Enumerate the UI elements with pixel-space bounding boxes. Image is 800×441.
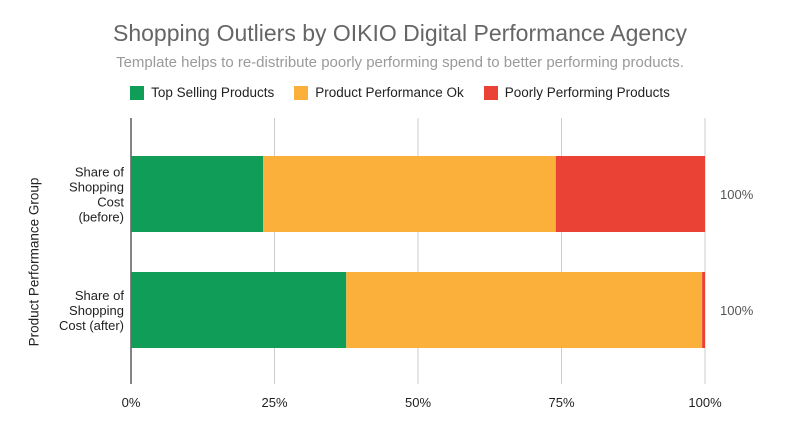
chart-title: Shopping Outliers by OIKIO Digital Perfo…: [112, 20, 687, 46]
category-label: (before): [78, 210, 124, 225]
total-label: 100%: [720, 187, 754, 202]
chart-subtitle: Template helps to re-distribute poorly p…: [116, 54, 684, 71]
legend-swatch-performance-ok: [294, 85, 309, 100]
legend-label-poorly-performing: Poorly Performing Products: [504, 85, 670, 100]
legend-swatch-top-selling: [130, 85, 145, 100]
legend-item-poorly-performing[interactable]: Poorly Performing Products: [483, 85, 670, 100]
category-label: Shopping: [69, 180, 124, 195]
category-label: Share of: [75, 165, 125, 180]
bar-segment: [131, 156, 264, 232]
bar-segment: [263, 156, 556, 232]
category-label: Shopping: [69, 303, 124, 318]
category-label: Share of: [75, 288, 125, 303]
bar-segment: [131, 272, 347, 348]
category-label: Cost: [97, 195, 124, 210]
legend-label-performance-ok: Product Performance Ok: [315, 85, 464, 100]
x-tick-label: 0%: [122, 395, 141, 410]
x-tick-label: 25%: [261, 395, 287, 410]
legend: Top Selling Products Product Performance…: [0, 85, 800, 100]
legend-swatch-poorly-performing: [483, 85, 498, 100]
bar-segment: [555, 156, 705, 232]
total-label: 100%: [720, 303, 754, 318]
bar-segment: [702, 272, 705, 348]
x-tick-label: 75%: [548, 395, 574, 410]
category-label: Cost (after): [59, 318, 124, 333]
bar-segment: [346, 272, 703, 348]
legend-item-performance-ok[interactable]: Product Performance Ok: [294, 85, 464, 100]
legend-item-top-selling[interactable]: Top Selling Products: [130, 85, 274, 100]
legend-label-top-selling: Top Selling Products: [151, 85, 275, 100]
x-tick-label: 100%: [688, 395, 722, 410]
x-tick-label: 50%: [405, 395, 431, 410]
